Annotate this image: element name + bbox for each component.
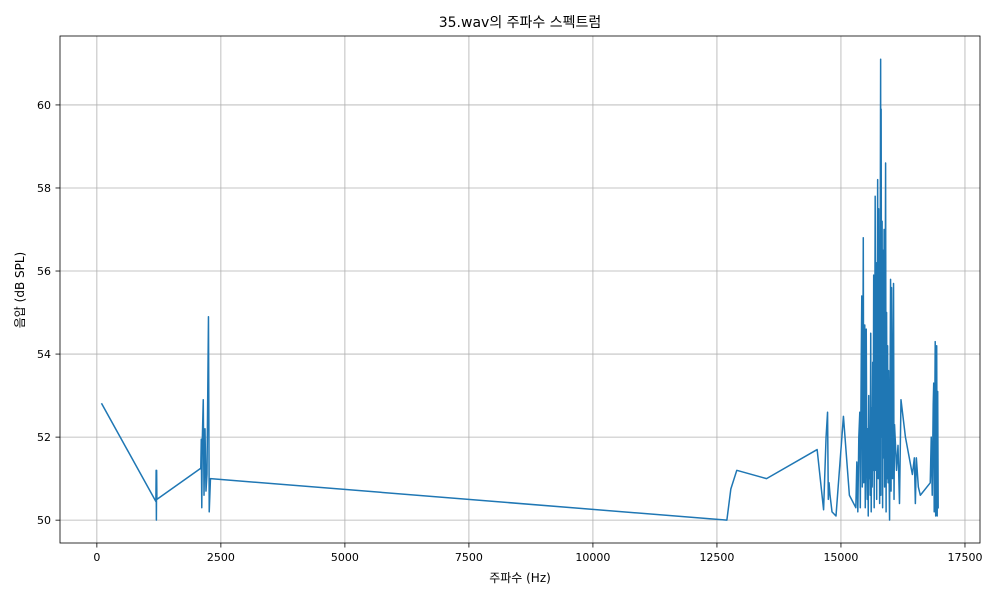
y-tick-label: 54 <box>37 348 51 361</box>
y-tick-label: 50 <box>37 514 51 527</box>
y-tick-label: 56 <box>37 265 51 278</box>
plot-frame <box>59 35 981 544</box>
x-tick-label: 5000 <box>331 551 359 564</box>
x-tick-label: 10000 <box>575 551 610 564</box>
x-tick-label: 15000 <box>823 551 858 564</box>
x-tick-label: 17500 <box>947 551 982 564</box>
y-axis-label: 음압 (dB SPL) <box>13 252 27 328</box>
tick-label-layer: 0 2500 5000 7500 10000 12500 15000 17500 50 52 54 5… <box>37 99 982 564</box>
series-layer <box>100 58 939 521</box>
y-tick-label: 60 <box>37 99 51 112</box>
tick-layer <box>55 104 966 548</box>
x-tick-label: 12500 <box>699 551 734 564</box>
y-tick-label: 58 <box>37 182 51 195</box>
plot-area <box>60 36 980 543</box>
x-tick-label: 2500 <box>207 551 235 564</box>
x-tick-label: 7500 <box>455 551 483 564</box>
series-line <box>100 58 939 521</box>
chart-title: 35.wav의 주파수 스펙트럼 <box>439 15 602 31</box>
x-tick-label: 0 <box>93 551 100 564</box>
x-axis-label: 주파수 (Hz) <box>489 571 551 585</box>
y-tick-label: 52 <box>37 431 51 444</box>
